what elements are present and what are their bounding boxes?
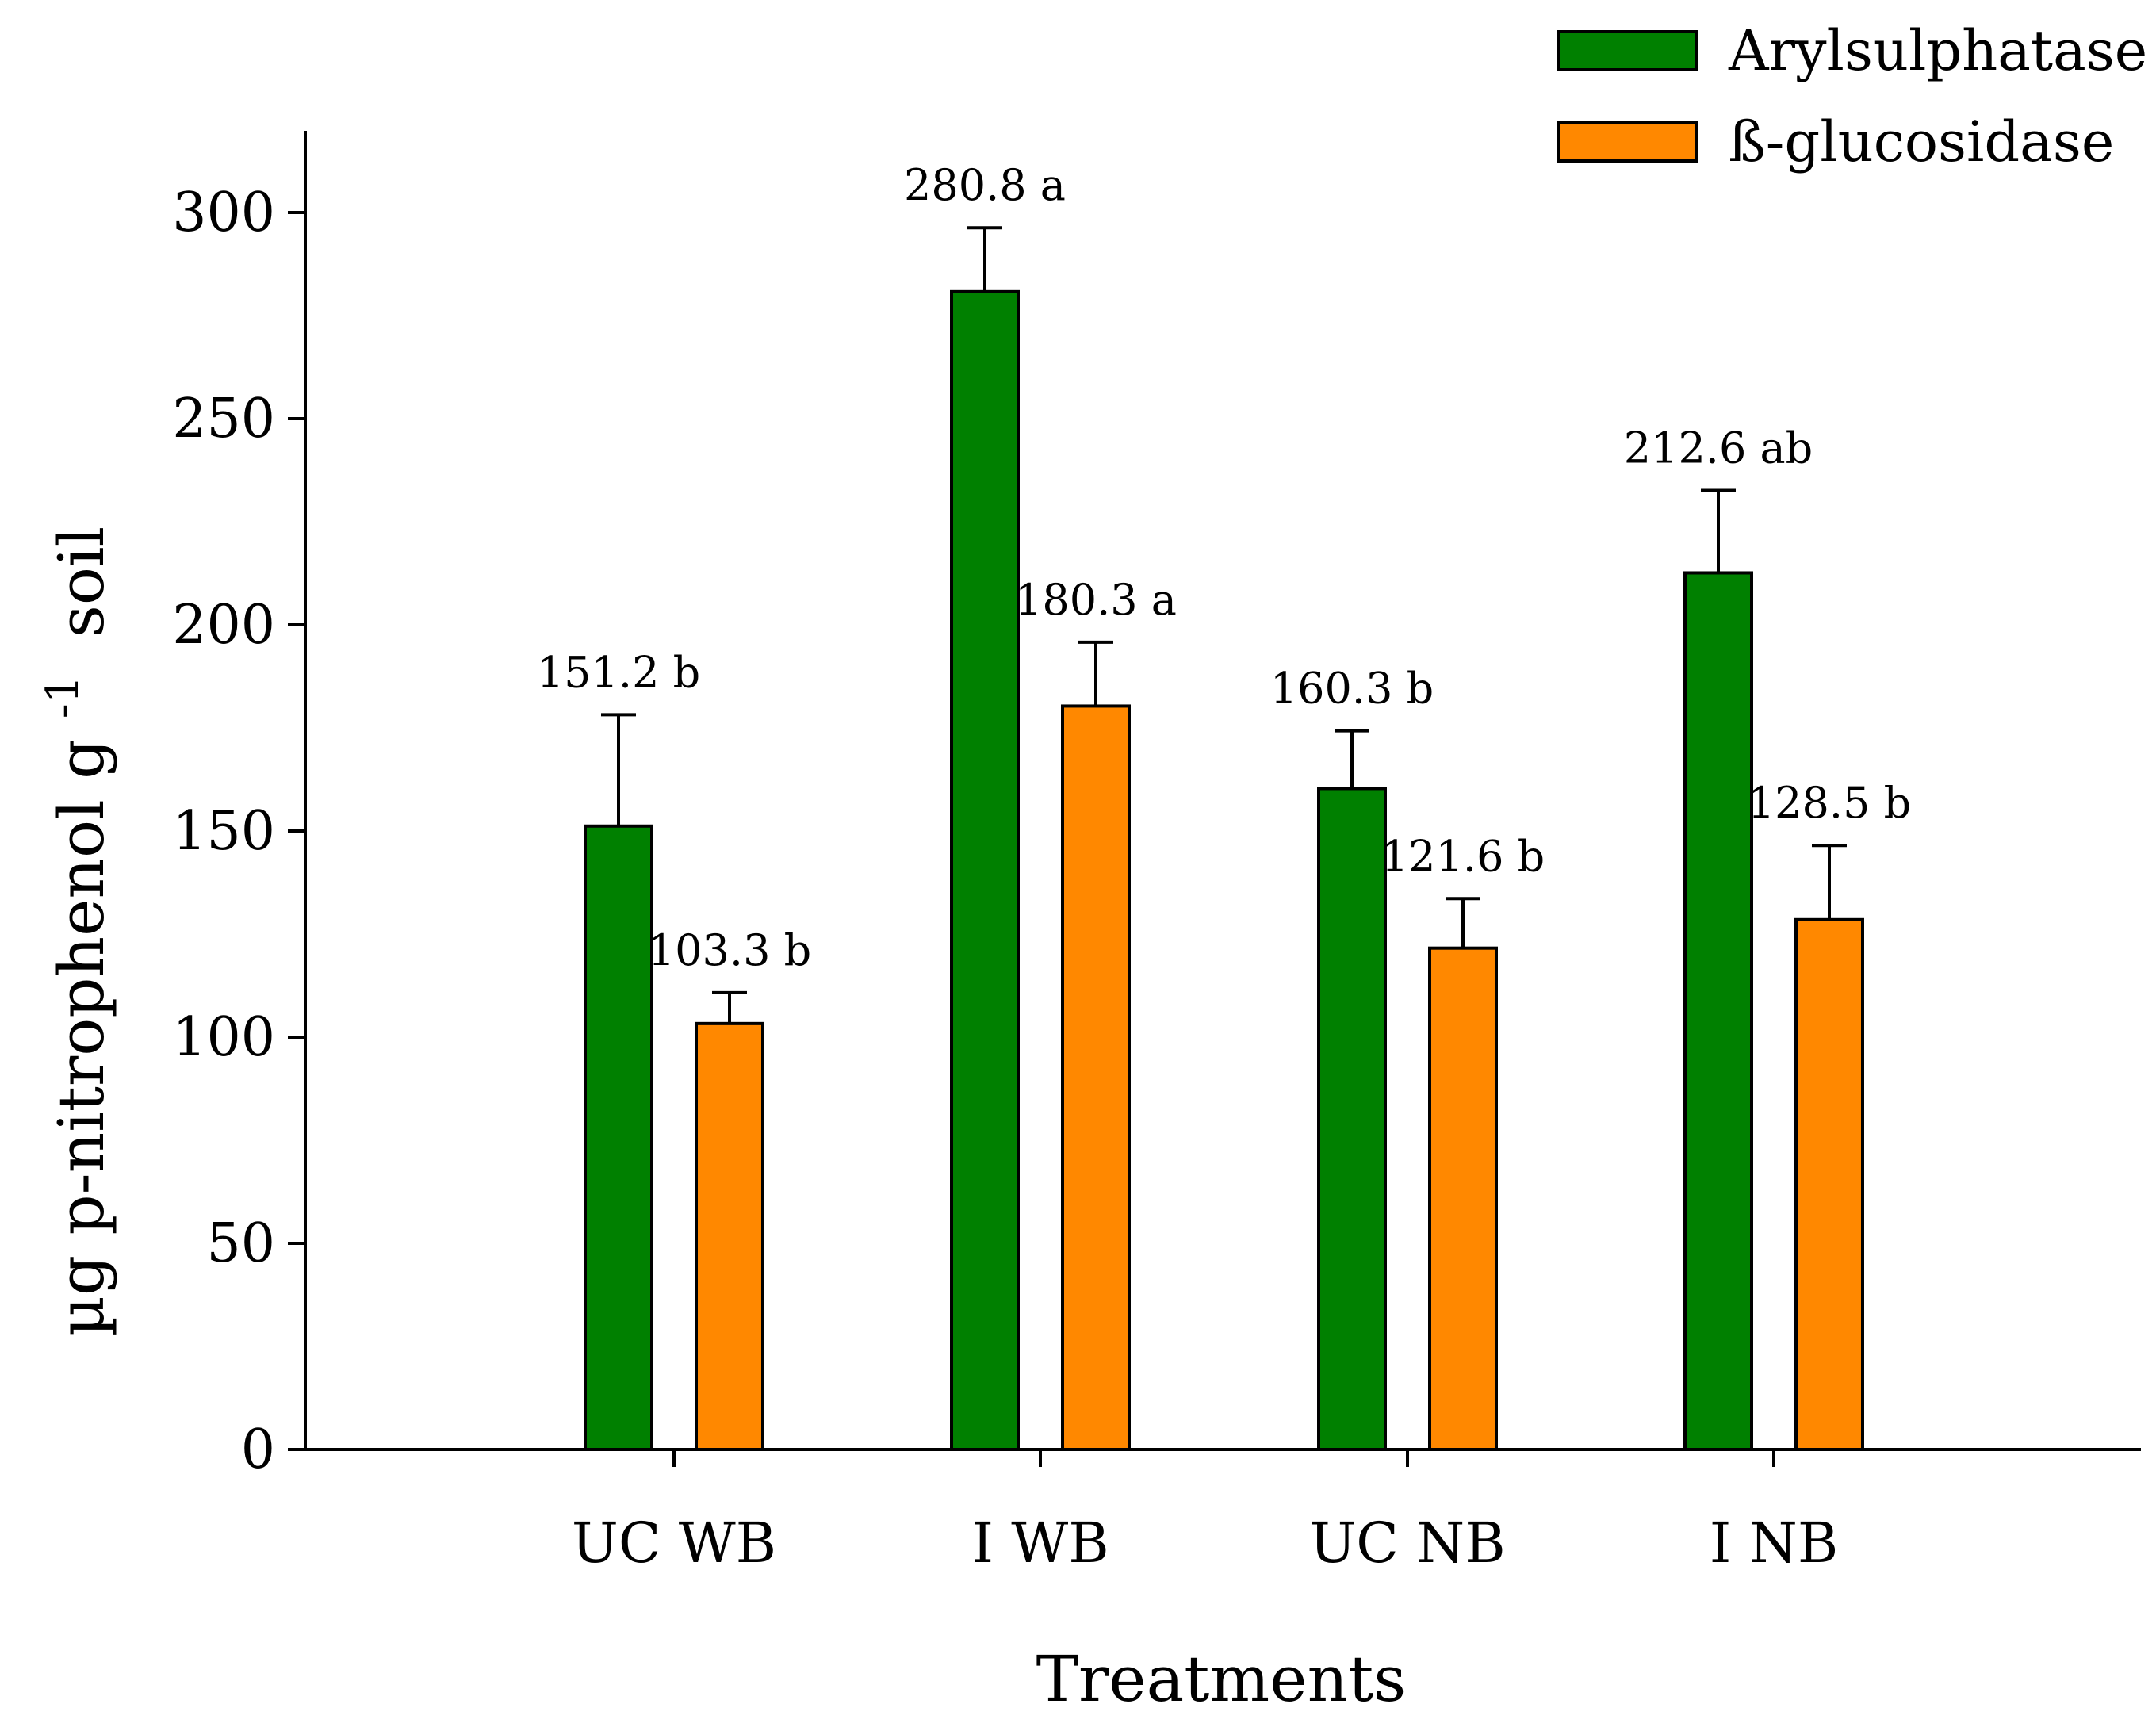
bar (1683, 571, 1753, 1451)
x-tick-label: I WB (971, 1511, 1109, 1576)
bar (1794, 917, 1864, 1452)
bar (584, 824, 653, 1451)
data-label: 180.3 a (1015, 575, 1177, 625)
y-tick-label: 300 (172, 182, 275, 244)
data-label: 160.3 b (1270, 664, 1434, 714)
y-tick-label: 0 (241, 1419, 275, 1481)
y-tick-label: 250 (172, 388, 275, 450)
data-label: 212.6 ab (1624, 423, 1813, 473)
legend-swatch (1557, 121, 1698, 163)
bar (950, 289, 1020, 1452)
plot-area: 0 50 100 150 200 250 300 UC WB I WB UC NB I NB 151.… (172, 131, 2141, 1576)
data-label: 128.5 b (1748, 778, 1911, 828)
legend-label: ß-glucosidase (1729, 109, 2114, 174)
legend: Arylsulphatase ß-glucosidase (1557, 18, 2147, 174)
bar (1428, 946, 1498, 1452)
legend-swatch (1557, 30, 1698, 71)
y-tick-label: 150 (172, 800, 275, 863)
legend-label: Arylsulphatase (1728, 18, 2147, 83)
y-tick-label: 200 (172, 594, 275, 657)
x-tick-label: UC NB (1309, 1511, 1506, 1576)
y-tick-label: 50 (206, 1212, 275, 1275)
x-tick-label: UC WB (572, 1511, 776, 1576)
y-axis-title: µg p-nitrophenol g -1 soil (19, 527, 118, 1337)
bar (1061, 704, 1131, 1451)
bar (1317, 787, 1387, 1451)
data-label: 151.2 b (537, 647, 700, 697)
data-label: 280.8 a (904, 160, 1066, 210)
bar (695, 1021, 764, 1451)
y-tick-label: 100 (172, 1006, 275, 1069)
data-label: 103.3 b (648, 925, 811, 975)
data-label: 121.6 b (1381, 831, 1545, 881)
x-tick-label: I NB (1710, 1511, 1839, 1576)
x-axis-title: Treatments (1036, 1642, 1407, 1716)
